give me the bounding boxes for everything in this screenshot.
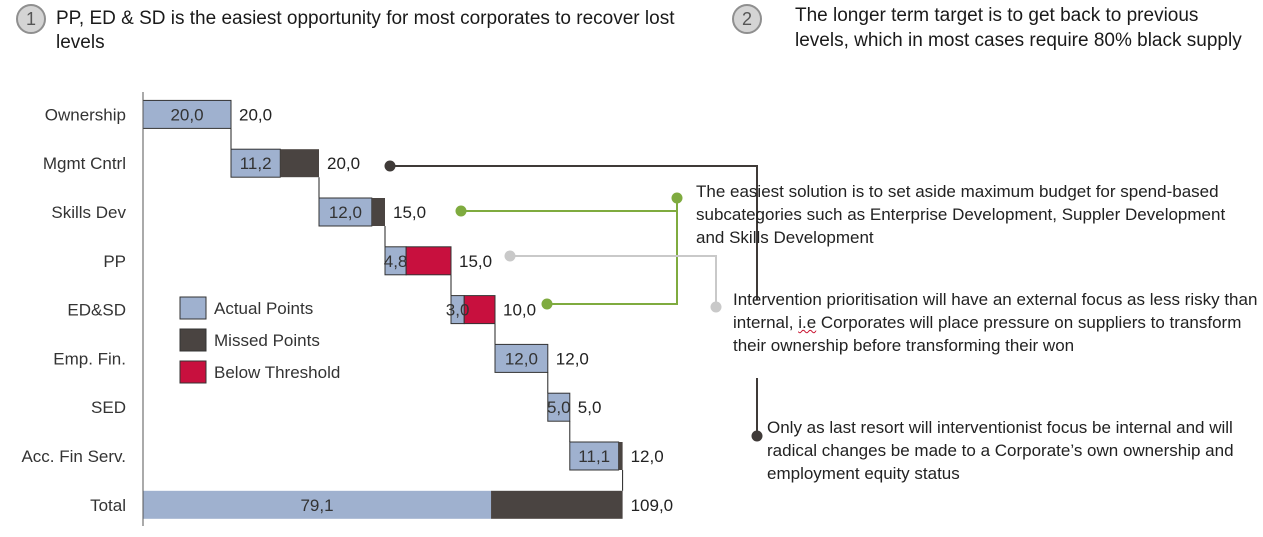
- bar-actual-label: 5,0: [547, 398, 571, 417]
- annotation-line-dark: [390, 165, 758, 300]
- category-label: SED: [91, 398, 126, 417]
- category-label: ED&SD: [67, 301, 126, 320]
- bar-actual: [142, 99, 232, 129]
- bar-actual: [547, 392, 571, 422]
- note-prioritisation-part2: Corporates will place pressure on suppli…: [733, 313, 1242, 355]
- bar-total-label: 109,0: [631, 496, 674, 515]
- header-one-text: PP, ED & SD is the easiest opportunity f…: [56, 8, 675, 53]
- bar-actual-label: 11,1: [578, 447, 610, 466]
- bar-total-label: 5,0: [578, 398, 602, 417]
- legend-label: Actual Points: [214, 299, 313, 318]
- annotation-dot: [751, 430, 763, 442]
- header-two-text: The longer term target is to get back to…: [795, 5, 1242, 51]
- annotation-dot: [671, 192, 683, 204]
- bar-actual: [230, 148, 281, 178]
- bar-actual: [569, 441, 620, 471]
- category-label: Acc. Fin Serv.: [21, 447, 126, 466]
- legend-label: Missed Points: [214, 331, 320, 350]
- bar-missed: [618, 442, 623, 470]
- annotation-dot: [541, 298, 553, 310]
- legend-swatch: [179, 360, 207, 384]
- bar-total-label: 12,0: [631, 447, 664, 466]
- bar-total-label: 15,0: [459, 252, 492, 271]
- bar-total-label: 10,0: [503, 301, 536, 320]
- annotation-dot: [455, 205, 467, 217]
- annotation-line-grey: [510, 255, 717, 307]
- bar-below-threshold: [405, 246, 452, 276]
- bar-actual-label: 4,8: [384, 252, 408, 271]
- note-prioritisation-ie: i.e: [798, 313, 817, 332]
- annotation-line-green: [547, 198, 678, 305]
- bar-actual-label: 3,0: [446, 301, 470, 320]
- bar-total-label: 12,0: [556, 349, 589, 368]
- category-label: Emp. Fin.: [53, 349, 126, 368]
- category-label: Total: [90, 496, 126, 515]
- category-label: Ownership: [45, 105, 126, 124]
- bar-total-label: 20,0: [327, 154, 360, 173]
- bar-actual-label: 12,0: [329, 203, 362, 222]
- bar-missed: [491, 490, 623, 519]
- bar-missed: [371, 198, 385, 226]
- step-one-badge: 1: [16, 4, 46, 34]
- annotation-dot: [710, 301, 722, 313]
- bar-actual-label: 79,1: [300, 496, 333, 515]
- legend-label: Below Threshold: [214, 363, 340, 382]
- note-prioritisation-part1: Intervention prioritisation will have an…: [733, 290, 1258, 332]
- bar-below-threshold: [463, 295, 496, 325]
- legend-swatch: [179, 296, 207, 320]
- category-label: PP: [103, 252, 126, 271]
- bar-total-label: 15,0: [393, 203, 426, 222]
- bar-actual-label: 11,2: [240, 154, 272, 173]
- category-label: Skills Dev: [51, 203, 126, 222]
- bar-actual: [143, 490, 492, 519]
- annotation-dot: [504, 250, 516, 262]
- category-label: Mgmt Cntrl: [43, 154, 126, 173]
- bar-actual: [494, 343, 549, 373]
- annotation-dot: [384, 160, 396, 172]
- note-last-resort: Only as last resort will interventionist…: [767, 418, 1234, 483]
- legend-swatch: [179, 328, 207, 352]
- bar-missed: [280, 149, 319, 178]
- bar-total-label: 20,0: [239, 105, 272, 124]
- note-intervention-prioritisation: Intervention prioritisation will have an…: [733, 288, 1258, 357]
- bar-actual-label: 12,0: [505, 349, 538, 368]
- bar-actual: [318, 197, 373, 227]
- note-easiest-solution: The easiest solution is to set aside max…: [696, 182, 1226, 247]
- bar-actual-label: 20,0: [170, 105, 203, 124]
- step-two-badge: 2: [732, 4, 762, 34]
